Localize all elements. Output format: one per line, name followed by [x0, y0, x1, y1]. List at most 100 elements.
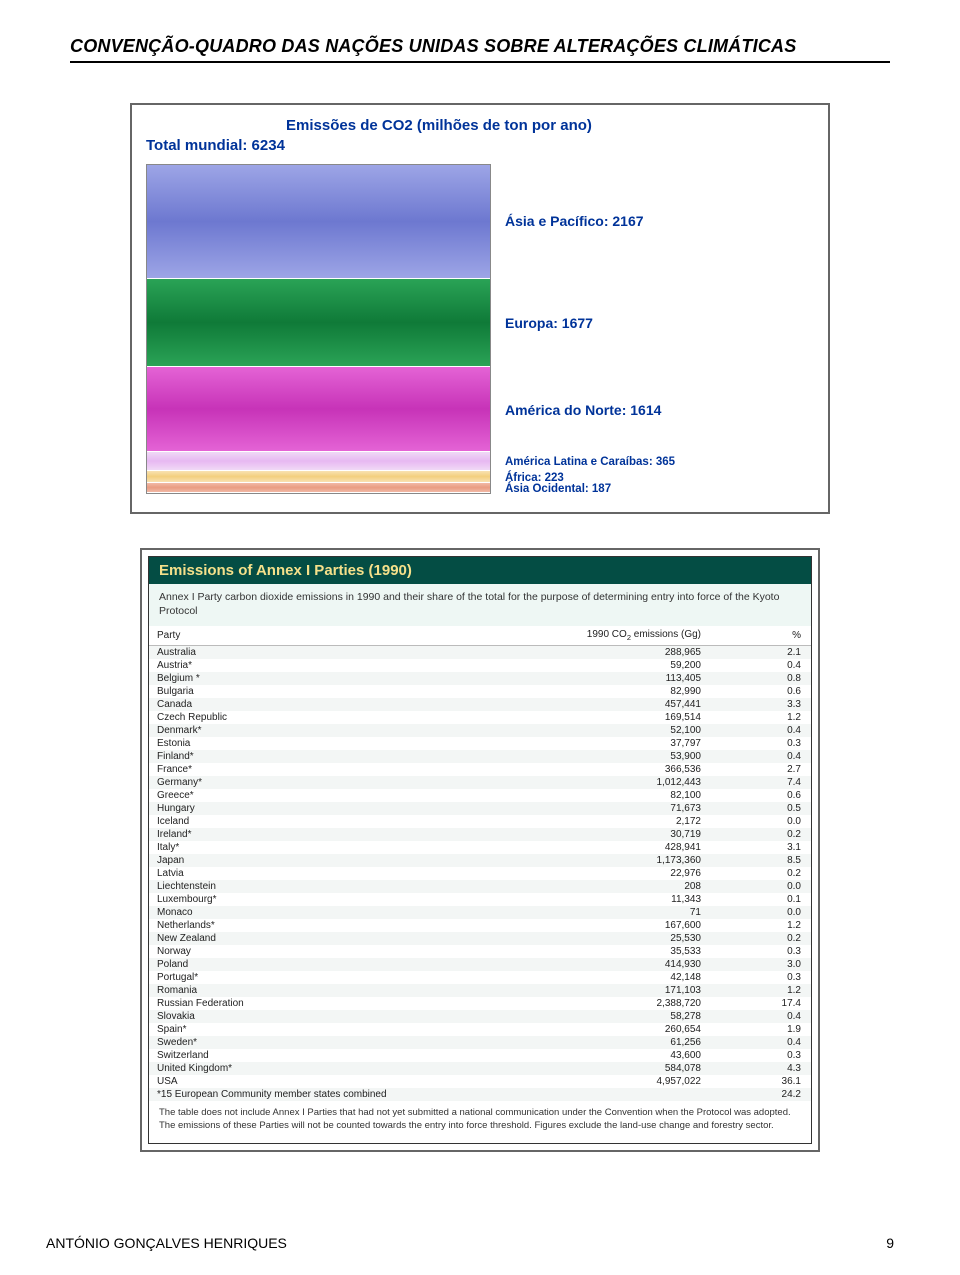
- table-cell: 71: [505, 906, 741, 919]
- table-cell: 208: [505, 880, 741, 893]
- bar-label-lac: América Latina e Caraíbas: 365: [505, 453, 814, 472]
- footer-page-number: 9: [886, 1235, 894, 1251]
- table-cell: Denmark*: [149, 724, 505, 737]
- table-row: Liechtenstein2080.0: [149, 880, 811, 893]
- table-col-header: Party: [149, 626, 505, 646]
- table-row: Spain*260,6541.9: [149, 1023, 811, 1036]
- bar-asia: [147, 165, 490, 279]
- table-cell: 0.2: [741, 828, 811, 841]
- table-cell: Liechtenstein: [149, 880, 505, 893]
- table-cell: 8.5: [741, 854, 811, 867]
- chart-bars: [146, 164, 491, 494]
- chart-subtitle: Total mundial: 6234: [146, 137, 814, 154]
- table-cell: 4,957,022: [505, 1075, 741, 1088]
- table-cell: 25,530: [505, 932, 741, 945]
- table-cell: Norway: [149, 945, 505, 958]
- table-cell: Latvia: [149, 867, 505, 880]
- table-cell: 42,148: [505, 971, 741, 984]
- table-row: Ireland*30,7190.2: [149, 828, 811, 841]
- bar-africa: [147, 471, 490, 483]
- table-cell: 0.3: [741, 737, 811, 750]
- table-cell: 428,941: [505, 841, 741, 854]
- bar-wasia: [147, 483, 490, 493]
- table-cell: 1.2: [741, 984, 811, 997]
- emissions-table: Party1990 CO2 emissions (Gg)% Australia2…: [149, 626, 811, 1101]
- table-cell: Monaco: [149, 906, 505, 919]
- page-title: CONVENÇÃO-QUADRO DAS NAÇÕES UNIDAS SOBRE…: [70, 36, 890, 57]
- table-cell: 4.3: [741, 1062, 811, 1075]
- table-cell: Poland: [149, 958, 505, 971]
- table-cell: 3.0: [741, 958, 811, 971]
- table-row: Greece*82,1000.6: [149, 789, 811, 802]
- table-row: Portugal*42,1480.3: [149, 971, 811, 984]
- table-cell: 0.2: [741, 932, 811, 945]
- table-cell: 17.4: [741, 997, 811, 1010]
- table-cell: Slovakia: [149, 1010, 505, 1023]
- table-cell: 82,990: [505, 685, 741, 698]
- table-cell: 30,719: [505, 828, 741, 841]
- table-row: Hungary71,6730.5: [149, 802, 811, 815]
- table-cell: 0.4: [741, 1010, 811, 1023]
- table-cell: Portugal*: [149, 971, 505, 984]
- table-row: Iceland2,1720.0: [149, 815, 811, 828]
- table-cell: 1,012,443: [505, 776, 741, 789]
- table-cell: 260,654: [505, 1023, 741, 1036]
- table-cell: 1.2: [741, 711, 811, 724]
- table-cell: 288,965: [505, 646, 741, 660]
- table-row: Estonia37,7970.3: [149, 737, 811, 750]
- table-note: The table does not include Annex I Parti…: [149, 1101, 811, 1143]
- table-row: Canada457,4413.3: [149, 698, 811, 711]
- table-cell: 7.4: [741, 776, 811, 789]
- table-row: Norway35,5330.3: [149, 945, 811, 958]
- table-cell: 0.4: [741, 659, 811, 672]
- table-cell: France*: [149, 763, 505, 776]
- table-cell: New Zealand: [149, 932, 505, 945]
- table-row: Bulgaria82,9900.6: [149, 685, 811, 698]
- table-cell: 61,256: [505, 1036, 741, 1049]
- emissions-table-frame: Emissions of Annex I Parties (1990) Anne…: [140, 548, 820, 1152]
- table-row: New Zealand25,5300.2: [149, 932, 811, 945]
- table-cell: 0.4: [741, 750, 811, 763]
- table-row: Poland414,9303.0: [149, 958, 811, 971]
- table-row: Japan1,173,3608.5: [149, 854, 811, 867]
- table-cell: 22,976: [505, 867, 741, 880]
- bar-label-asia: Ásia e Pacífico: 2167: [505, 164, 814, 279]
- table-cell: 584,078: [505, 1062, 741, 1075]
- table-row: Czech Republic169,5141.2: [149, 711, 811, 724]
- table-cell: Russian Federation: [149, 997, 505, 1010]
- table-cell: 167,600: [505, 919, 741, 932]
- table-cell: 366,536: [505, 763, 741, 776]
- table-cell: 82,100: [505, 789, 741, 802]
- table-cell: United Kingdom*: [149, 1062, 505, 1075]
- table-cell: Iceland: [149, 815, 505, 828]
- table-cell: 0.3: [741, 971, 811, 984]
- bar-lac: [147, 452, 490, 471]
- table-cell: 171,103: [505, 984, 741, 997]
- table-cell: USA: [149, 1075, 505, 1088]
- table-row: Latvia22,9760.2: [149, 867, 811, 880]
- table-cell: 52,100: [505, 724, 741, 737]
- table-cell: 2,388,720: [505, 997, 741, 1010]
- table-cell: 0.4: [741, 724, 811, 737]
- table-cell: Germany*: [149, 776, 505, 789]
- table-cell: 0.3: [741, 1049, 811, 1062]
- table-row: Austria*59,2000.4: [149, 659, 811, 672]
- bar-na: [147, 367, 490, 452]
- bar-label-na: América do Norte: 1614: [505, 367, 814, 452]
- table-row: Australia288,9652.1: [149, 646, 811, 660]
- table-cell: 1,173,360: [505, 854, 741, 867]
- table-cell: Luxembourg*: [149, 893, 505, 906]
- table-cell: Estonia: [149, 737, 505, 750]
- table-cell: Ireland*: [149, 828, 505, 841]
- bar-label-europe: Europa: 1677: [505, 279, 814, 368]
- table-cell: 3.1: [741, 841, 811, 854]
- table-cell: Switzerland: [149, 1049, 505, 1062]
- bar-europe: [147, 279, 490, 367]
- table-cell: Austria*: [149, 659, 505, 672]
- chart-header: Emissões de CO2 (milhões de ton por ano): [286, 117, 814, 134]
- table-row: *15 European Community member states com…: [149, 1088, 811, 1101]
- table-row: Slovakia58,2780.4: [149, 1010, 811, 1023]
- table-cell: 24.2: [741, 1088, 811, 1101]
- table-cell: 2.1: [741, 646, 811, 660]
- table-cell: 2.7: [741, 763, 811, 776]
